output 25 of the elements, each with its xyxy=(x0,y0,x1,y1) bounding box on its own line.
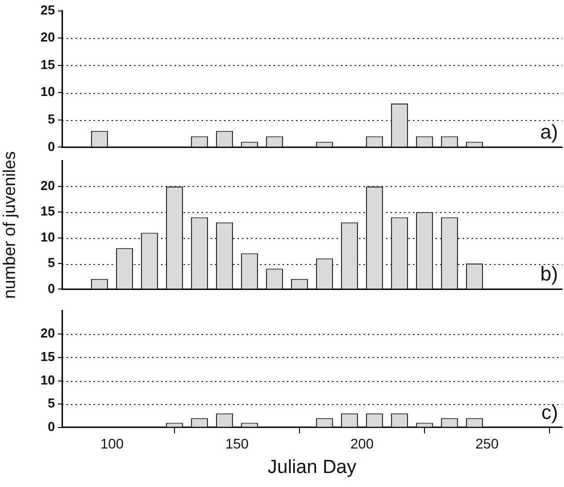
y-tick-label: 25 xyxy=(40,2,55,18)
y-tick-label: 15 xyxy=(40,349,55,364)
y-tick-label: 10 xyxy=(40,229,55,244)
annotation: b) xyxy=(540,264,558,286)
x-tick-label: 100 xyxy=(100,436,124,452)
annotation: c) xyxy=(541,402,558,424)
y-tick-label: 10 xyxy=(40,372,55,388)
x-tick-label: 250 xyxy=(475,436,499,452)
y-tick-label: 5 xyxy=(48,255,55,270)
y-axis-title: number of juveniles xyxy=(0,151,19,299)
x-tick-label: 200 xyxy=(350,436,374,452)
y-tick-label: 0 xyxy=(48,138,55,154)
y-tick-label: 5 xyxy=(48,112,55,126)
y-tick-label: 5 xyxy=(48,396,55,411)
annotation: a) xyxy=(540,122,558,144)
y-tick-label: 20 xyxy=(40,30,55,45)
y-tick-label: 10 xyxy=(40,84,55,100)
y-tick-label: 20 xyxy=(40,178,55,194)
y-tick-label: 15 xyxy=(40,204,55,219)
y-tick-label: 0 xyxy=(48,280,55,296)
x-axis-title: Julian Day xyxy=(268,456,357,478)
y-tick-label: 20 xyxy=(40,326,55,341)
y-tick-label: 0 xyxy=(48,418,55,434)
y-tick-label: 15 xyxy=(40,56,55,72)
x-tick-label: 150 xyxy=(225,436,249,452)
